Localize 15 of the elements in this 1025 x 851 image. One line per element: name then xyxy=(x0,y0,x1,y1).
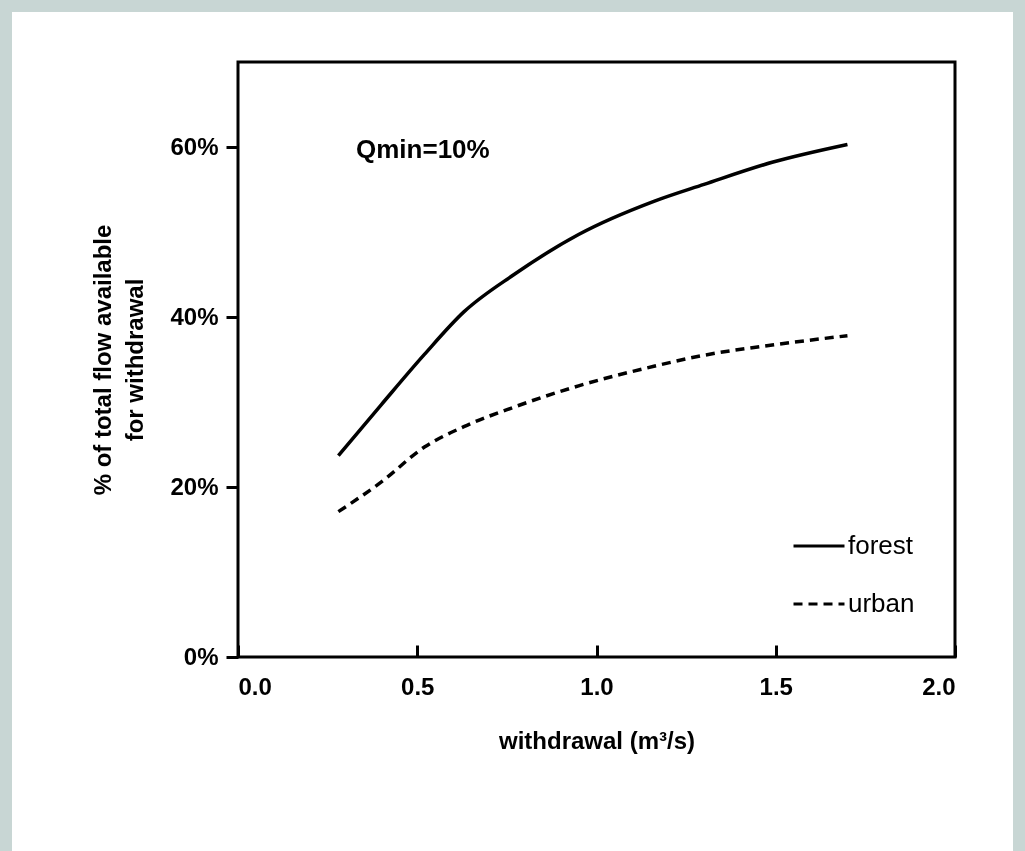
line-series xyxy=(336,333,850,514)
x-tick-label: 0.5 xyxy=(401,672,435,700)
y-axis-title: % of total flow available for withdrawal xyxy=(89,224,149,496)
x-tick-label: 2.0 xyxy=(922,672,956,700)
x-tick-label: 0.0 xyxy=(238,672,272,700)
x-tick-label: 1.5 xyxy=(759,672,793,700)
legend-label: urban xyxy=(848,588,915,618)
y-tick-label: 60% xyxy=(170,132,219,160)
legend-label: forest xyxy=(848,530,914,560)
x-tick-label: 1.0 xyxy=(580,672,614,700)
y-tick-label: 20% xyxy=(170,472,219,500)
x-axis-title: withdrawal (m³/s) xyxy=(497,726,696,754)
annotation: Qmin=10% xyxy=(356,134,490,164)
y-tick-label: 40% xyxy=(170,302,219,330)
y-tick-label: 0% xyxy=(183,642,219,670)
